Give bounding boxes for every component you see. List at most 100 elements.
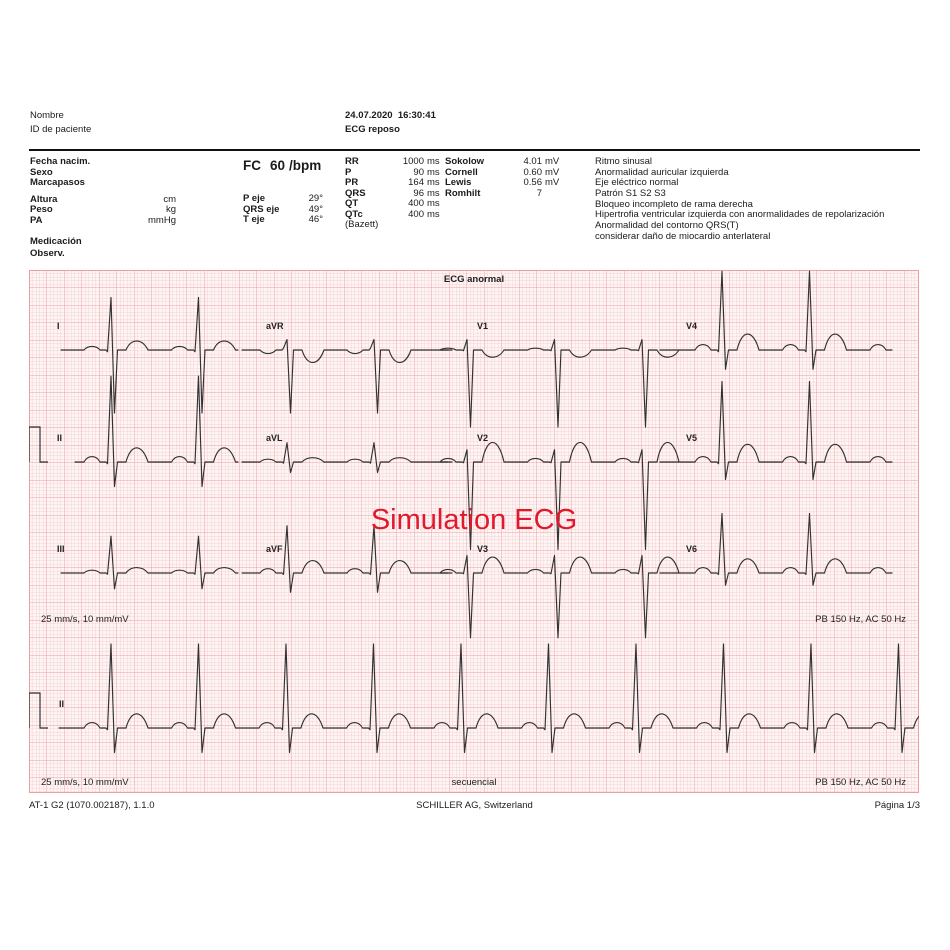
axes-column: P eje 29° QRS eje 49° T eje 46° bbox=[243, 193, 323, 226]
interpretation-line: Bloqueo incompleto de rama derecha bbox=[595, 198, 753, 210]
sequence-mode-label: secuencial bbox=[451, 777, 497, 788]
interval-label: QRS bbox=[345, 187, 366, 199]
patient-field-row: Peso kg bbox=[30, 204, 176, 216]
header-divider-line bbox=[29, 149, 920, 151]
name-label: Nombre bbox=[30, 110, 64, 121]
heart-rate-unit: /bpm bbox=[289, 158, 322, 173]
interval-value: 90 bbox=[413, 166, 424, 178]
axis-row: QRS eje 49° bbox=[243, 203, 323, 216]
exam-datetime: 24.07.2020 16:30:41 bbox=[345, 110, 436, 121]
lead-trace-V2 bbox=[439, 442, 680, 551]
axis-row: P eje 29° bbox=[243, 193, 323, 205]
lead-trace-aVL bbox=[241, 442, 449, 474]
interval-value: 1000 bbox=[402, 156, 424, 167]
lead-trace-III bbox=[60, 535, 239, 590]
field-label: Altura bbox=[30, 193, 58, 205]
speed-gain-label: 25 mm/s, 10 mm/mV bbox=[41, 777, 129, 788]
lead-label-aVR: aVR bbox=[266, 321, 284, 331]
index-unit: mV bbox=[545, 177, 560, 188]
patient-field-row: Marcapasos bbox=[30, 177, 176, 189]
interval-row: QTc 400 ms bbox=[345, 208, 445, 221]
patient-fields-column: Fecha nacim. Sexo Marcapasos Altura cm P… bbox=[30, 156, 176, 227]
axis-row: T eje 46° bbox=[243, 214, 323, 226]
calibration-pulse bbox=[29, 426, 48, 463]
patient-field-row: PA mmHg bbox=[30, 214, 176, 227]
index-unit: mV bbox=[545, 156, 560, 167]
field-label: PA bbox=[30, 214, 43, 226]
field-label: Marcapasos bbox=[30, 177, 85, 188]
field-label: Fecha nacim. bbox=[30, 156, 91, 167]
heart-rate-label: FC bbox=[243, 158, 261, 173]
ecg-grid-border bbox=[29, 270, 919, 793]
field-label: Sexo bbox=[30, 166, 53, 178]
interval-unit: ms bbox=[427, 166, 440, 178]
qtc-formula-note: (Bazett) bbox=[345, 219, 379, 230]
medication-label: Medicación bbox=[30, 236, 82, 247]
field-label: Peso bbox=[30, 204, 53, 215]
interval-unit: ms bbox=[427, 187, 440, 199]
interval-unit: ms bbox=[427, 208, 440, 220]
field-unit: mmHg bbox=[148, 214, 176, 226]
axis-value: 49° bbox=[308, 203, 323, 215]
axis-value: 29° bbox=[308, 193, 323, 204]
lead-trace-aVF bbox=[241, 525, 449, 593]
lead-trace-V6 bbox=[659, 512, 893, 586]
interval-row: QRS 96 ms bbox=[345, 187, 445, 200]
heart-rate-value: 60 bbox=[270, 158, 286, 173]
interval-unit: ms bbox=[427, 177, 440, 188]
interval-value: 400 bbox=[408, 208, 424, 220]
interpretation-block: Ritmo sinusal Anormalidad auricular izqu… bbox=[595, 156, 935, 243]
field-unit: kg bbox=[165, 204, 176, 215]
axis-label: T eje bbox=[243, 214, 265, 225]
index-row: Sokolow 4.01 mV bbox=[445, 156, 565, 168]
lead-trace-aVR bbox=[241, 338, 449, 414]
lead-trace-II bbox=[74, 375, 239, 488]
lead-label-V6: V6 bbox=[686, 544, 697, 554]
ecg-grid-lines bbox=[29, 270, 919, 793]
index-value: 7 bbox=[536, 187, 542, 199]
manufacturer-text: SCHILLER AG, Switzerland bbox=[416, 800, 533, 811]
index-value: 0.56 bbox=[523, 177, 543, 188]
speed-gain-label: 25 mm/s, 10 mm/mV bbox=[41, 614, 129, 625]
interval-label: P bbox=[345, 166, 352, 178]
intervals-column: RR 1000 ms P 90 ms PR 164 ms QRS 96 ms Q… bbox=[345, 156, 445, 231]
interval-label: PR bbox=[345, 177, 359, 188]
exam-header-block: 24.07.2020 16:30:41 ECG reposo bbox=[345, 109, 436, 136]
interval-row: RR 1000 ms bbox=[345, 156, 445, 168]
lead-label-V3: V3 bbox=[477, 544, 488, 554]
interval-unit: ms bbox=[427, 156, 440, 167]
filter-label: PB 150 Hz, AC 50 Hz bbox=[815, 777, 906, 788]
interpretation-line: Anormalidad del contorno QRS(T) bbox=[595, 220, 739, 232]
index-value: 0.60 bbox=[523, 166, 543, 178]
heart-rate-block: FC 60/bpm bbox=[243, 158, 321, 173]
lead-label-aVL: aVL bbox=[266, 433, 283, 443]
report-footer: AT-1 G2 (1070.002187), 1.1.0 SCHILLER AG… bbox=[29, 800, 920, 811]
lead-label-V1: V1 bbox=[477, 321, 488, 331]
interpretation-line: Anormalidad auricular izquierda bbox=[595, 166, 729, 178]
lead-label-V2: V2 bbox=[477, 433, 488, 443]
interval-label: QT bbox=[345, 198, 359, 209]
patient-field-row: Sexo bbox=[30, 166, 176, 179]
lead-label-I: I bbox=[57, 321, 60, 331]
interval-label: QTc bbox=[345, 208, 363, 220]
interval-unit: ms bbox=[427, 198, 440, 209]
indices-column: Sokolow 4.01 mV Cornell 0.60 mV Lewis 0.… bbox=[445, 156, 565, 199]
interval-row: QT 400 ms bbox=[345, 198, 445, 210]
field-unit: cm bbox=[163, 193, 176, 205]
index-row: Cornell 0.60 mV bbox=[445, 166, 565, 179]
index-label: Romhilt bbox=[445, 187, 481, 199]
interval-row: P 90 ms bbox=[345, 166, 445, 179]
calibration-pulse bbox=[29, 692, 48, 729]
simulation-watermark: Simulation ECG bbox=[370, 504, 578, 536]
index-label: Sokolow bbox=[445, 156, 485, 167]
page-number: Página 1/3 bbox=[874, 800, 920, 811]
interpretation-line: considerar daño de miocardio anterlatera… bbox=[595, 230, 771, 242]
lead-label-II: II bbox=[57, 433, 62, 443]
lead-label-V4: V4 bbox=[686, 321, 697, 331]
patient-field-row: Fecha nacim. bbox=[30, 156, 176, 168]
index-unit: mV bbox=[545, 166, 560, 178]
axis-value: 46° bbox=[308, 214, 323, 225]
interpretation-line: Patrón S1 S2 S3 bbox=[595, 188, 666, 200]
